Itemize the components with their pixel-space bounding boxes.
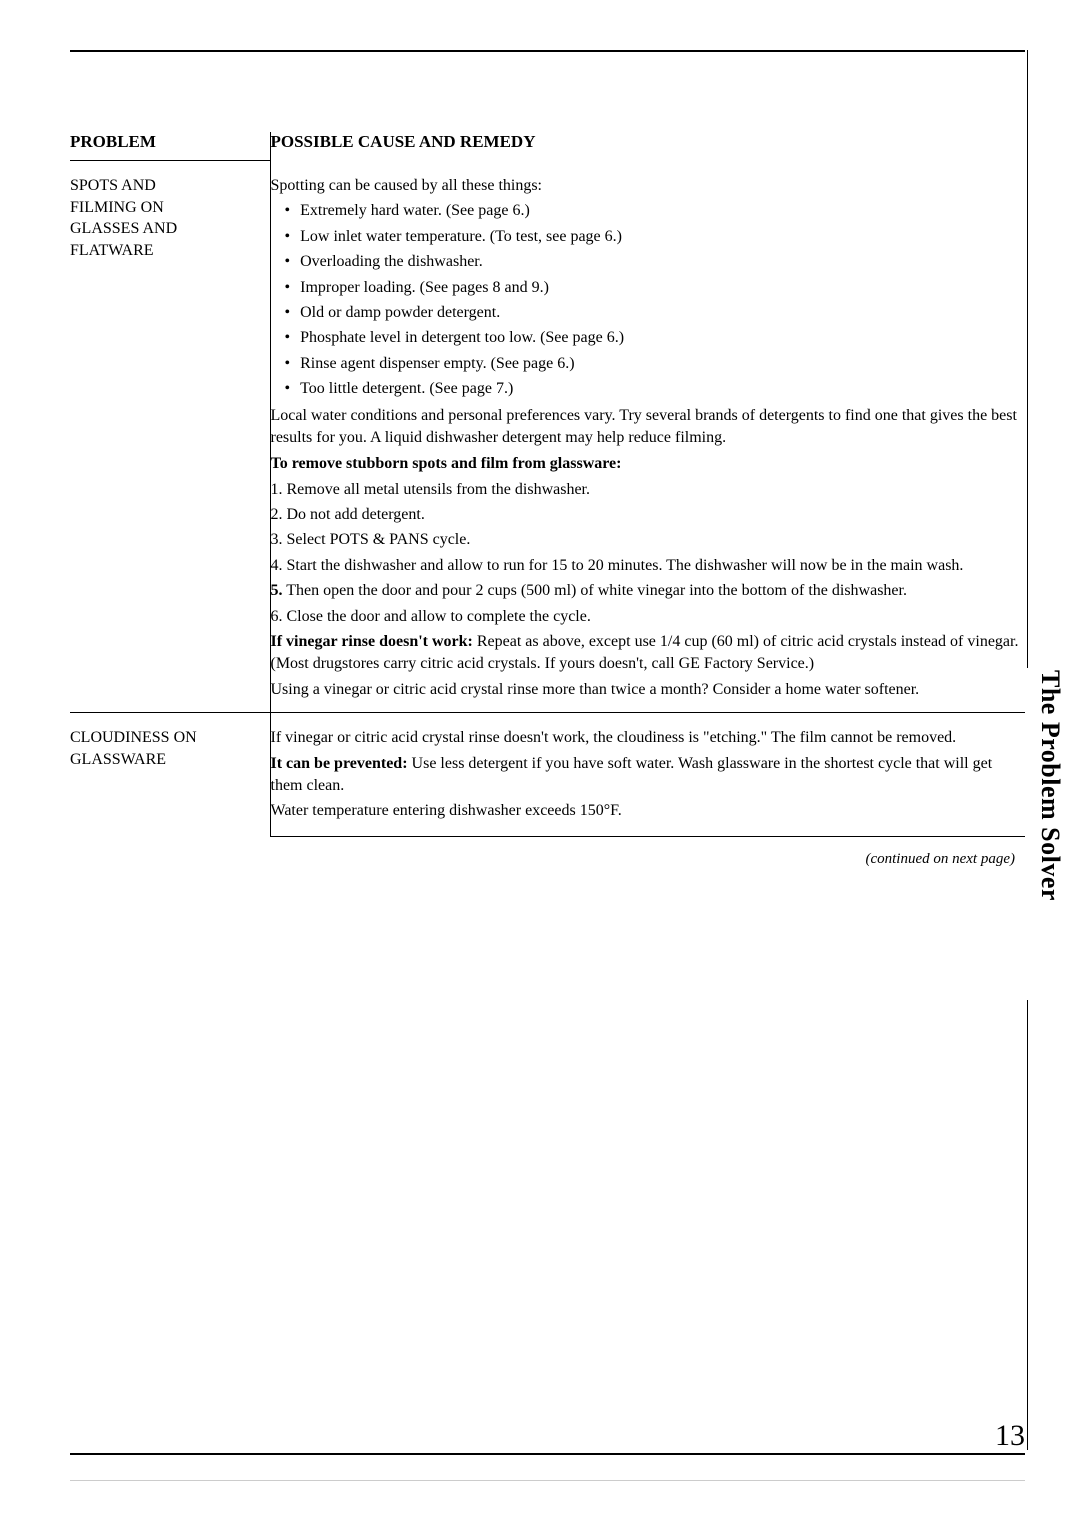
- remedy-header: POSSIBLE CAUSE AND REMEDY: [271, 132, 1026, 160]
- bullet-item: •Extremely hard water. (See page 6.): [271, 200, 1026, 222]
- bottom-rule2: [70, 1480, 1025, 1481]
- intro-text: Spotting can be caused by all these thin…: [271, 175, 1026, 197]
- remedy-spots: Spotting can be caused by all these thin…: [271, 169, 1026, 712]
- step-text: 1. Remove all metal utensils from the di…: [271, 479, 1026, 501]
- step-text: 5. Then open the door and pour 2 cups (5…: [271, 580, 1026, 602]
- side-tab-label: The Problem Solver: [1035, 670, 1065, 901]
- step-text: 3. Select POTS & PANS cycle.: [271, 529, 1026, 551]
- page-footer: 13: [70, 1464, 1025, 1481]
- water-temp-text: Water temperature entering dishwasher ex…: [271, 800, 1026, 822]
- continued-note: (continued on next page): [70, 851, 1025, 868]
- step-text: 2. Do not add detergent.: [271, 504, 1026, 526]
- bullet-item: •Improper loading. (See pages 8 and 9.): [271, 277, 1026, 299]
- step-text: 4. Start the dishwasher and allow to run…: [271, 555, 1026, 577]
- remove-heading: To remove stubborn spots and film from g…: [271, 453, 1026, 475]
- etching-text: If vinegar or citric acid crystal rinse …: [271, 727, 1026, 749]
- bullet-item: •Rinse agent dispenser empty. (See page …: [271, 353, 1026, 375]
- prevent-text: It can be prevented: Use less detergent …: [271, 753, 1026, 798]
- side-line: [1027, 50, 1028, 668]
- bullet-item: •Old or damp powder detergent.: [271, 302, 1026, 324]
- vinegar-note: If vinegar rinse doesn't work: Repeat as…: [271, 631, 1026, 676]
- page-number: 13: [70, 1419, 1025, 1453]
- row-spots: SPOTS AND FILMING ON GLASSES AND FLATWAR…: [70, 169, 1025, 713]
- bullet-item: •Overloading the dishwasher.: [271, 251, 1026, 273]
- side-line: [1027, 1000, 1028, 1450]
- bullet-item: •Low inlet water temperature. (To test, …: [271, 226, 1026, 248]
- problem-label-spots: SPOTS AND FILMING ON GLASSES AND FLATWAR…: [70, 169, 270, 261]
- bullet-item: •Too little detergent. (See page 7.): [271, 378, 1026, 400]
- softener-note: Using a vinegar or citric acid crystal r…: [271, 679, 1026, 701]
- top-rule: [70, 50, 1025, 52]
- step-text: 6. Close the door and allow to complete …: [271, 606, 1026, 628]
- remedy-cloudiness: If vinegar or citric acid crystal rinse …: [271, 721, 1026, 837]
- problem-label-cloudiness: CLOUDINESS ON GLASSWARE: [70, 721, 270, 770]
- local-water-text: Local water conditions and personal pref…: [271, 405, 1026, 450]
- bottom-rule: [70, 1453, 1025, 1455]
- row-cloudiness: CLOUDINESS ON GLASSWARE If vinegar or ci…: [70, 713, 1025, 837]
- bullet-item: •Phosphate level in detergent too low. (…: [271, 327, 1026, 349]
- header-row: PROBLEM POSSIBLE CAUSE AND REMEDY: [70, 132, 1025, 169]
- troubleshoot-table: PROBLEM POSSIBLE CAUSE AND REMEDY SPOTS …: [70, 132, 1025, 837]
- problem-header: PROBLEM: [70, 132, 270, 161]
